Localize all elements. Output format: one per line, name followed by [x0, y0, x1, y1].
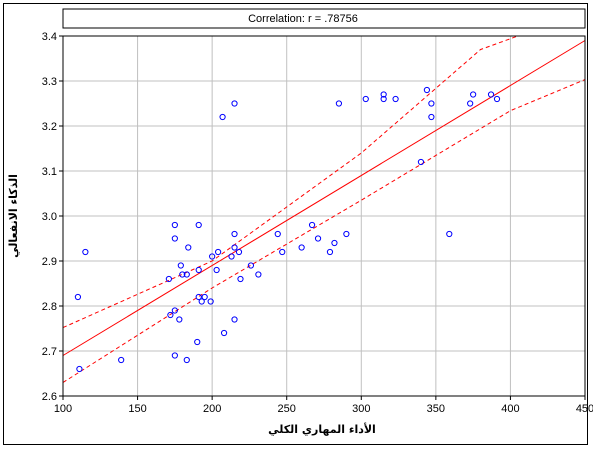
- y-tick-label: 3.2: [42, 121, 57, 133]
- data-point: [231, 316, 238, 323]
- y-tick-label: 2.6: [42, 391, 57, 403]
- data-point: [231, 244, 238, 251]
- x-tick-label: 150: [128, 403, 146, 415]
- grid: [63, 36, 585, 396]
- data-point: [428, 113, 435, 121]
- data-point: [185, 244, 192, 251]
- data-point: [179, 271, 186, 278]
- x-axis-title: الأداء المهاري الكلي: [268, 422, 376, 436]
- data-point: [467, 100, 474, 107]
- y-tick-label: 2.9: [42, 256, 57, 268]
- y-tick-label: 2.7: [42, 346, 57, 358]
- data-point: [195, 266, 202, 274]
- x-tick-label: 300: [352, 403, 370, 415]
- data-point: [392, 95, 399, 103]
- data-point: [195, 221, 202, 229]
- data-point: [213, 266, 220, 274]
- data-point: [298, 244, 305, 251]
- data-point: [380, 91, 387, 98]
- x-tick-label: 250: [278, 403, 296, 415]
- data-point: [219, 113, 226, 121]
- data-point: [470, 91, 477, 98]
- data-point: [255, 271, 262, 278]
- data-point: [183, 271, 190, 278]
- data-point: [82, 248, 89, 256]
- title-box: [62, 8, 586, 29]
- regression-line-group: [62, 40, 586, 356]
- data-point: [118, 356, 125, 364]
- x-axis-ticks: 100 150 200 250 300 350 400 450: [54, 396, 593, 415]
- x-tick-label: 400: [501, 403, 519, 415]
- data-point: [165, 275, 172, 283]
- x-tick-label: 450: [576, 403, 593, 415]
- regression-line: [62, 40, 586, 356]
- data-point: [247, 262, 255, 269]
- data-point: [194, 338, 201, 346]
- data-point: [220, 329, 228, 337]
- data-point: [171, 235, 178, 242]
- x-tick-label: 350: [427, 403, 445, 415]
- y-axis-title: الذكاء الانفعالي: [7, 174, 20, 258]
- confidence-band-upper: [62, 35, 519, 329]
- data-point: [167, 311, 174, 319]
- data-point: [380, 95, 387, 103]
- y-tick-label: 3.0: [42, 211, 57, 223]
- data-point: [171, 221, 178, 229]
- data-point: [428, 100, 435, 107]
- data-point: [177, 262, 184, 269]
- data-point: [195, 293, 202, 301]
- data-point: [274, 230, 281, 238]
- data-point: [74, 293, 82, 301]
- confidence-bands: [62, 35, 586, 383]
- data-point: [423, 86, 431, 94]
- data-point: [331, 239, 338, 247]
- data-point: [326, 248, 334, 256]
- data-point: [487, 91, 495, 98]
- data-point: [314, 235, 322, 242]
- x-tick-label: 100: [54, 403, 72, 415]
- data-point: [235, 248, 243, 256]
- data-point: [231, 230, 238, 238]
- data-point: [171, 352, 178, 359]
- data-point: [335, 100, 343, 107]
- data-point: [343, 230, 350, 238]
- data-point: [237, 275, 244, 283]
- y-tick-label: 3.4: [42, 31, 57, 43]
- data-point: [215, 248, 222, 256]
- data-point: [231, 100, 238, 107]
- data-points: [74, 86, 501, 373]
- x-tick-label: 200: [203, 403, 221, 415]
- data-point: [201, 293, 208, 301]
- data-point: [446, 230, 453, 238]
- y-axis-ticks: 2.6 2.7 2.8 2.9 3.0 3.1 3.2 3.3 3.4: [42, 31, 63, 403]
- data-point: [279, 248, 286, 256]
- data-point: [209, 253, 216, 260]
- data-point: [308, 221, 316, 229]
- data-point: [417, 158, 425, 166]
- data-point: [228, 253, 235, 260]
- y-tick-label: 3.1: [42, 166, 57, 178]
- y-tick-label: 3.3: [42, 76, 57, 88]
- chart-title: Correlation: r = .78756: [248, 13, 358, 25]
- data-point: [362, 95, 369, 103]
- data-point: [176, 316, 183, 323]
- data-point: [76, 365, 83, 373]
- y-tick-label: 2.8: [42, 301, 57, 313]
- data-point: [171, 307, 178, 314]
- data-point: [207, 298, 214, 305]
- data-point: [198, 298, 205, 305]
- data-point: [183, 356, 190, 364]
- data-point: [493, 95, 501, 103]
